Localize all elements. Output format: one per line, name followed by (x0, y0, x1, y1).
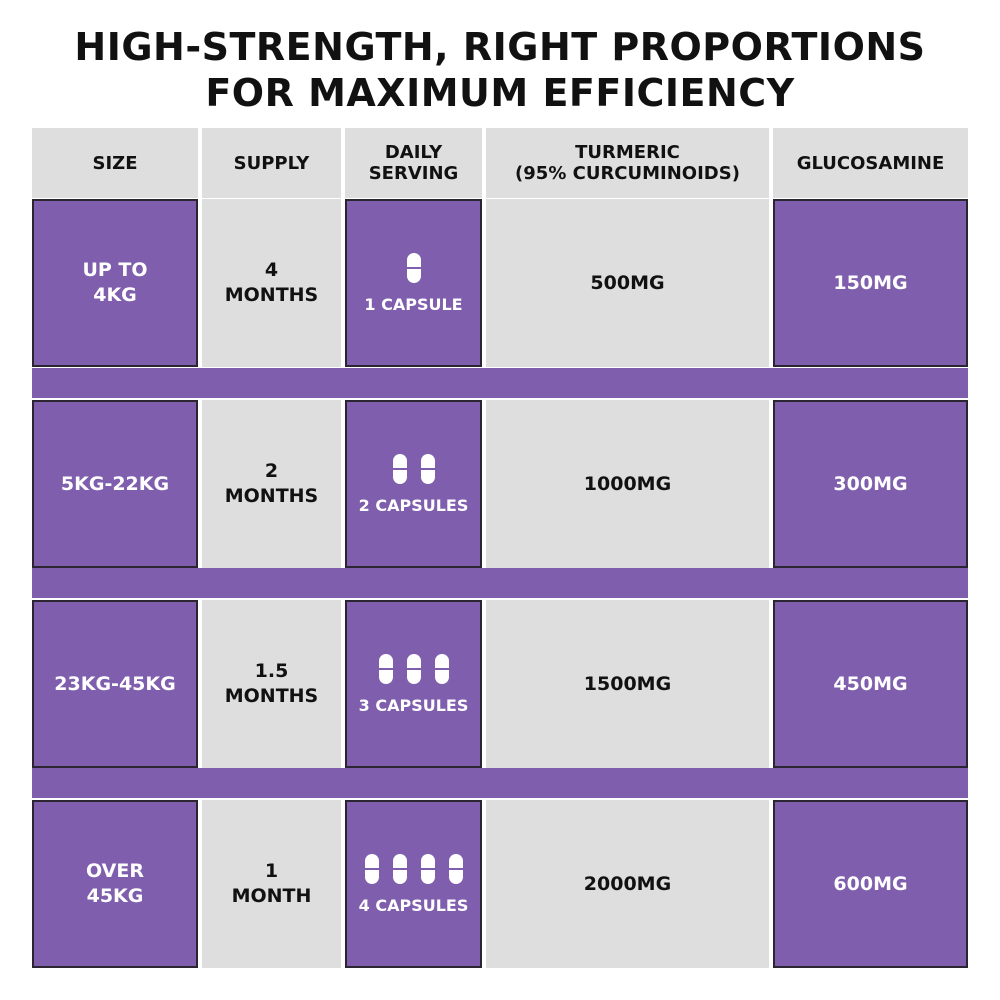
supply-amount: 4 (264, 259, 279, 281)
header-size-label: SIZE (92, 152, 138, 174)
cell-glucosamine: 150MG (773, 199, 968, 367)
serving-caption: 2 CAPSULES (358, 496, 469, 515)
cell-size: 23KG-45KG (32, 600, 198, 768)
header-supply: SUPPLY (202, 128, 341, 198)
header-size: SIZE (32, 128, 198, 198)
supply-amount: 1.5 (254, 660, 289, 682)
row-separator-stripe (32, 368, 968, 398)
size-line-2: 45KG (86, 885, 144, 907)
supply-unit: MONTHS (224, 685, 319, 707)
cell-turmeric: 500MG (486, 199, 769, 367)
row-separator-stripe (32, 568, 968, 598)
capsule-icon (434, 654, 449, 684)
cell-turmeric: 2000MG (486, 800, 769, 968)
size-line-1: UP TO (82, 259, 148, 281)
cell-size: UP TO 4KG (32, 199, 198, 367)
cell-supply: 2 MONTHS (202, 400, 341, 568)
serving-caption: 3 CAPSULES (358, 696, 469, 715)
supply-unit: MONTHS (224, 485, 319, 507)
turmeric-amount: 2000MG (583, 872, 672, 895)
cell-glucosamine: 600MG (773, 800, 968, 968)
capsule-icon (392, 454, 407, 484)
header-serving-line-1: DAILY (384, 142, 443, 163)
serving-caption: 1 CAPSULE (364, 295, 463, 314)
cell-serving: 4 CAPSULES (345, 800, 482, 968)
supply-amount: 1 (264, 860, 279, 882)
glucosamine-amount: 450MG (833, 672, 908, 695)
glucosamine-amount: 300MG (833, 472, 908, 495)
cell-supply: 4 MONTHS (202, 199, 341, 367)
header-serving-line-2: SERVING (368, 163, 459, 184)
header-turmeric-line-2: (95% CURCUMINOIDS) (515, 163, 740, 184)
size-line-1: 23KG-45KG (54, 672, 176, 695)
glucosamine-amount: 150MG (833, 271, 908, 294)
turmeric-amount: 500MG (590, 271, 665, 294)
cell-supply: 1 MONTH (202, 800, 341, 968)
supply-amount: 2 (264, 460, 279, 482)
cell-size: 5KG-22KG (32, 400, 198, 568)
cell-turmeric: 1000MG (486, 400, 769, 568)
header-turmeric-line-1: TURMERIC (575, 142, 680, 163)
capsule-group (363, 852, 465, 886)
size-line-1: OVER (86, 860, 144, 882)
header-supply-label: SUPPLY (233, 152, 310, 174)
serving-caption: 4 CAPSULES (358, 896, 469, 915)
header-glucosamine-label: GLUCOSAMINE (796, 152, 945, 174)
capsule-group (405, 251, 423, 285)
capsule-icon (406, 654, 421, 684)
cell-serving: 2 CAPSULES (345, 400, 482, 568)
header-turmeric: TURMERIC (95% CURCUMINOIDS) (486, 128, 769, 198)
capsule-icon (378, 654, 393, 684)
header-serving: DAILY SERVING (345, 128, 482, 198)
size-line-1: 5KG-22KG (60, 472, 170, 495)
title-line-2: FOR MAXIMUM EFFICIENCY (205, 71, 795, 115)
capsule-icon (392, 854, 407, 884)
capsule-icon (364, 854, 379, 884)
size-line-2: 4KG (93, 284, 137, 306)
capsule-icon (448, 854, 463, 884)
capsule-icon (406, 253, 421, 283)
cell-supply: 1.5 MONTHS (202, 600, 341, 768)
cell-turmeric: 1500MG (486, 600, 769, 768)
supply-unit: MONTH (231, 885, 312, 907)
cell-glucosamine: 450MG (773, 600, 968, 768)
cell-serving: 1 CAPSULE (345, 199, 482, 367)
turmeric-amount: 1000MG (583, 472, 672, 495)
glucosamine-amount: 600MG (833, 872, 908, 895)
header-glucosamine: GLUCOSAMINE (773, 128, 968, 198)
capsule-icon (420, 854, 435, 884)
capsule-group (391, 452, 437, 486)
row-separator-stripe (32, 768, 968, 798)
cell-size: OVER 45KG (32, 800, 198, 968)
supply-unit: MONTHS (224, 284, 319, 306)
capsule-group (377, 652, 451, 686)
capsule-icon (420, 454, 435, 484)
cell-serving: 3 CAPSULES (345, 600, 482, 768)
title-line-1: HIGH-STRENGTH, RIGHT PROPORTIONS (74, 25, 926, 69)
page-title: HIGH-STRENGTH, RIGHT PROPORTIONS FOR MAX… (0, 24, 1000, 116)
turmeric-amount: 1500MG (583, 672, 672, 695)
cell-glucosamine: 300MG (773, 400, 968, 568)
